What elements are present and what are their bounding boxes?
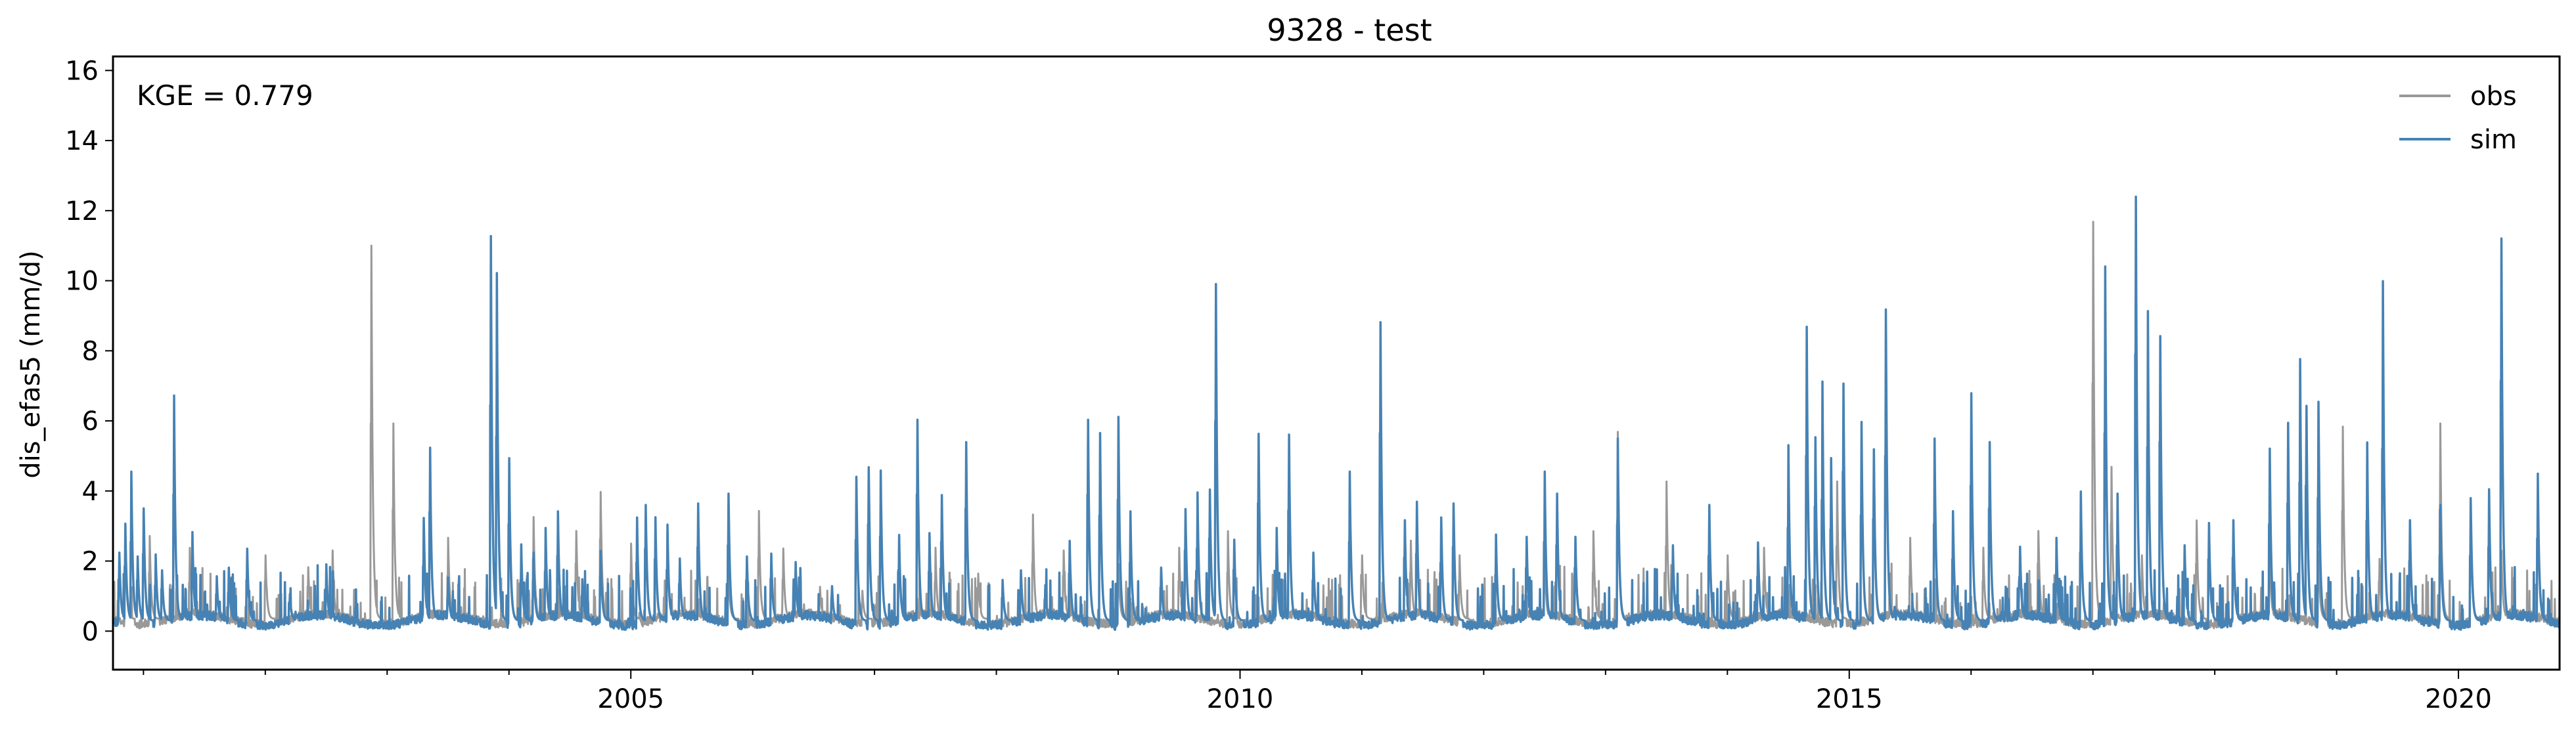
y-tick-label: 12 (65, 196, 99, 227)
x-tick-label: 2005 (597, 684, 664, 714)
legend: obs sim (2399, 81, 2517, 155)
y-tick-label: 2 (82, 547, 99, 577)
y-tick-label: 0 (82, 616, 99, 647)
y-tick-label: 10 (65, 267, 99, 297)
y-tick-label: 4 (82, 477, 99, 507)
x-tick-label: 2020 (2425, 684, 2492, 714)
series-line-sim (112, 195, 2561, 631)
y-tick-label: 6 (82, 406, 99, 437)
y-axis-label: dis_efas5 (mm/d) (16, 250, 46, 479)
series-line-obs (112, 221, 2561, 630)
legend-label-obs: obs (2470, 81, 2517, 112)
plot-area-frame (112, 55, 2561, 671)
kge-annotation: KGE = 0.779 (137, 79, 313, 112)
y-axis: 0 2 4 6 8 10 12 14 16 (65, 56, 113, 647)
legend-label-sim: sim (2470, 125, 2517, 155)
y-tick-label: 16 (65, 56, 99, 86)
y-tick-label: 8 (82, 336, 99, 366)
x-axis: 2005 2010 2015 2020 (143, 670, 2492, 714)
series-layer (112, 195, 2561, 631)
y-tick-label: 14 (65, 126, 99, 156)
x-tick-label: 2010 (1207, 684, 1274, 714)
x-tick-label: 2015 (1816, 684, 1883, 714)
chart-title: 9328 - test (1267, 12, 1432, 48)
